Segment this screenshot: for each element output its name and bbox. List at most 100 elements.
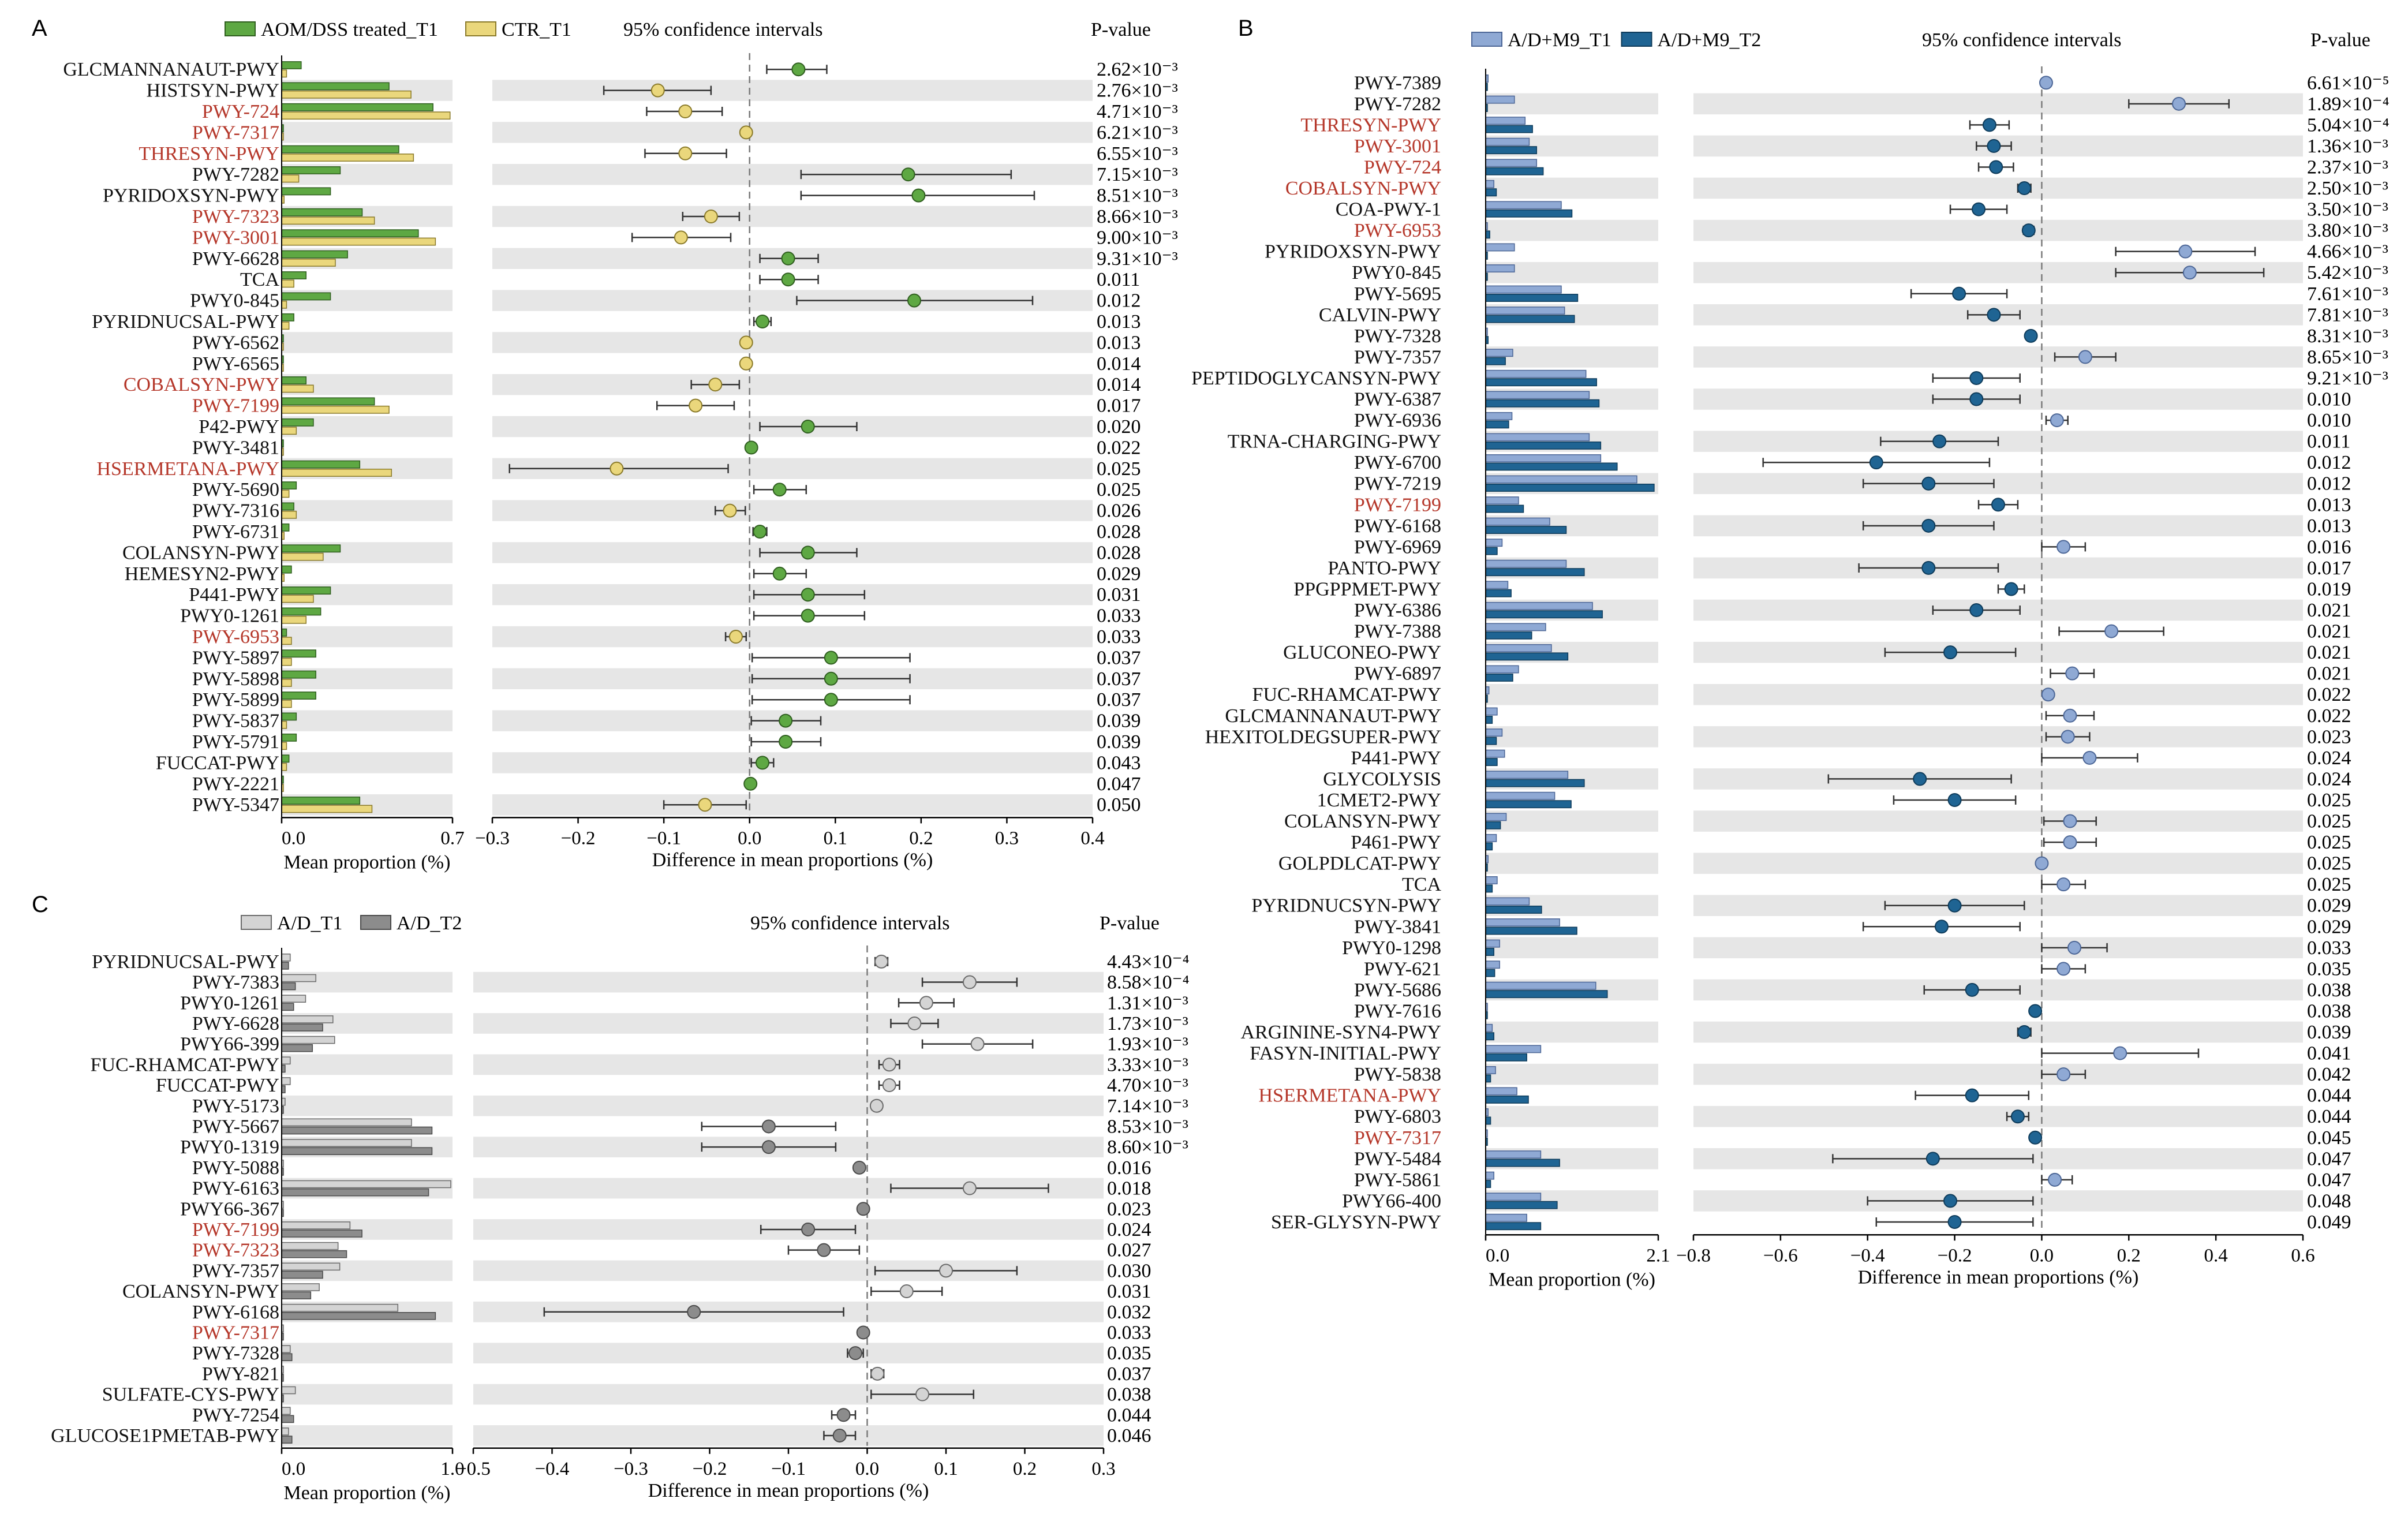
row-PWY-7282: PWY-7282 7.15×10⁻³: [192, 164, 1178, 185]
diff-axis-title: Difference in mean proportions (%): [652, 849, 933, 870]
row-PYRIDOXSYN-PWY: PYRIDOXSYN-PWY 4.66×10⁻³: [1265, 241, 2388, 263]
row-PWY0-1261: PWY0-1261 1.31×10⁻³: [180, 992, 1188, 1014]
p-value: 2.37×10⁻³: [2307, 156, 2388, 178]
p-value: 0.022: [2307, 705, 2351, 727]
legend-label-2: A/D_T2: [397, 913, 462, 934]
diff-tick-label: −0.4: [535, 1459, 570, 1479]
p-value: 0.033: [2307, 937, 2351, 959]
bar-tick-label: 0.0: [282, 828, 305, 849]
row-label: PWY0-845: [1352, 262, 1441, 283]
bar-group2: [1485, 399, 1600, 408]
row-label: PWY-3481: [192, 437, 279, 458]
bar-group2: [281, 384, 314, 393]
row-label: PWY-5088: [192, 1157, 279, 1179]
diff-point: [2056, 962, 2071, 976]
bar-group2: [1485, 1074, 1491, 1083]
row-label: HSERMETANA-PWY: [1259, 1085, 1442, 1107]
p-value: 0.024: [1107, 1219, 1151, 1240]
bar-group1: [1485, 939, 1500, 948]
p-value: 0.044: [2307, 1085, 2351, 1107]
row-band: [1486, 1021, 1658, 1043]
bar-group1: [281, 1345, 291, 1353]
row-label: PWY-7199: [1354, 494, 1441, 515]
p-value: 8.65×10⁻³: [2307, 346, 2388, 368]
diff-point: [708, 378, 723, 392]
row-band: [1486, 177, 1658, 199]
bar-group2: [1485, 441, 1602, 450]
row-PWY-7323: PWY-7323 8.66×10⁻³: [192, 206, 1178, 227]
row-CALVIN-PWY: CALVIN-PWY 7.81×10⁻³: [1319, 304, 2388, 326]
p-value: 0.024: [2307, 748, 2351, 769]
row-PWY-7317: PWY-7317 0.045: [1354, 1127, 2351, 1149]
bar-group1: [1485, 876, 1498, 884]
diff-point: [2039, 76, 2053, 90]
diff-point: [689, 398, 703, 413]
row-band: [1486, 683, 1658, 705]
p-value: 0.027: [1107, 1240, 1151, 1261]
row-P42-PWY: P42-PWY 0.020: [199, 416, 1141, 438]
diff-point: [2056, 1067, 2071, 1082]
row-PWY-6803: PWY-6803 0.044: [1354, 1106, 2351, 1127]
bar-group1: [1485, 159, 1538, 167]
bar-group2: [281, 427, 297, 435]
p-value: 0.047: [2307, 1148, 2351, 1169]
row-band: [282, 1054, 453, 1075]
row-COLANSYN-PWY: COLANSYN-PWY 0.025: [1284, 811, 2351, 832]
diff-tick-label: 0.2: [1013, 1459, 1037, 1479]
bar-group2: [281, 1270, 323, 1279]
bar-group2: [1485, 230, 1490, 239]
bar-group2: [1485, 357, 1506, 365]
diff-point: [1947, 1214, 1962, 1229]
diff-point: [1965, 1088, 1979, 1103]
diff-point: [698, 798, 712, 812]
row-HEXITOLDEGSUPER-PWY: HEXITOLDEGSUPER-PWY 0.023: [1205, 726, 2351, 748]
diff-point: [674, 230, 688, 245]
diff-tick-label: −0.2: [693, 1459, 727, 1479]
row-label: PYRIDNUCSYN-PWY: [1251, 895, 1441, 917]
bar-group1: [1485, 813, 1507, 821]
row-PYRIDNUCSAL-PWY: PYRIDNUCSAL-PWY 4.43×10⁻⁴: [92, 951, 1189, 973]
bar-group1: [281, 187, 331, 196]
p-value: 0.035: [1107, 1343, 1151, 1364]
bar-group2: [281, 1353, 293, 1362]
bar-group1: [281, 1262, 341, 1271]
diff-point: [2041, 687, 2055, 702]
row-band: [473, 1384, 1104, 1405]
p-value: 0.042: [2307, 1064, 2351, 1085]
row-PWY-3841: PWY-3841 0.029: [1354, 916, 2351, 937]
diff-tick-label: −0.1: [771, 1459, 806, 1479]
diff-tick-label: −0.8: [1676, 1245, 1711, 1266]
row-PWY-5690: PWY-5690 0.025: [192, 479, 1141, 500]
p-value: 1.73×10⁻³: [1107, 1013, 1188, 1034]
panel-B: B A/D+M9_T1 A/D+M9_T2 95% confidence interv…: [1191, 16, 2389, 1290]
p-value: 0.018: [1107, 1178, 1151, 1199]
bar-group1: [281, 1427, 289, 1436]
row-HEMESYN2-PWY: HEMESYN2-PWY 0.029: [125, 563, 1141, 585]
bar-group1: [1485, 264, 1515, 272]
bar-group1: [281, 1221, 351, 1229]
diff-point: [801, 608, 815, 623]
row-label: PWY66-399: [180, 1034, 279, 1055]
row-PWY-6562: PWY-6562 0.013: [192, 332, 1141, 353]
bar-group1: [281, 229, 419, 238]
diff-point: [2067, 940, 2081, 955]
row-label: PWY-5686: [1354, 980, 1441, 1001]
bar-axis-title: Mean proportion (%): [284, 851, 451, 873]
row-PWY-5667: PWY-5667 8.53×10⁻³: [192, 1116, 1188, 1137]
bar-group2: [1485, 990, 1608, 999]
diff-point: [817, 1243, 831, 1257]
diff-point: [1947, 793, 1962, 807]
row-band: [1486, 1063, 1658, 1085]
p-value: 0.021: [2307, 600, 2351, 621]
row-label: P42-PWY: [199, 416, 279, 438]
row-PYRIDNUCSYN-PWY: PYRIDNUCSYN-PWY 0.029: [1251, 895, 2351, 917]
row-label: COLANSYN-PWY: [1284, 811, 1441, 832]
diff-tick-label: −0.6: [1763, 1245, 1798, 1266]
row-label: PWY-5898: [192, 668, 279, 690]
row-GLUCOSE1PMETAB-PWY: GLUCOSE1PMETAB-PWY 0.046: [51, 1425, 1151, 1447]
row-THRESYN-PWY: THRESYN-PWY 6.55×10⁻³: [139, 143, 1178, 165]
diff-point: [2017, 1025, 2032, 1040]
p-value: 0.014: [1097, 353, 1141, 375]
row-label: PWY-5899: [192, 689, 279, 711]
row-label: CALVIN-PWY: [1319, 304, 1441, 326]
